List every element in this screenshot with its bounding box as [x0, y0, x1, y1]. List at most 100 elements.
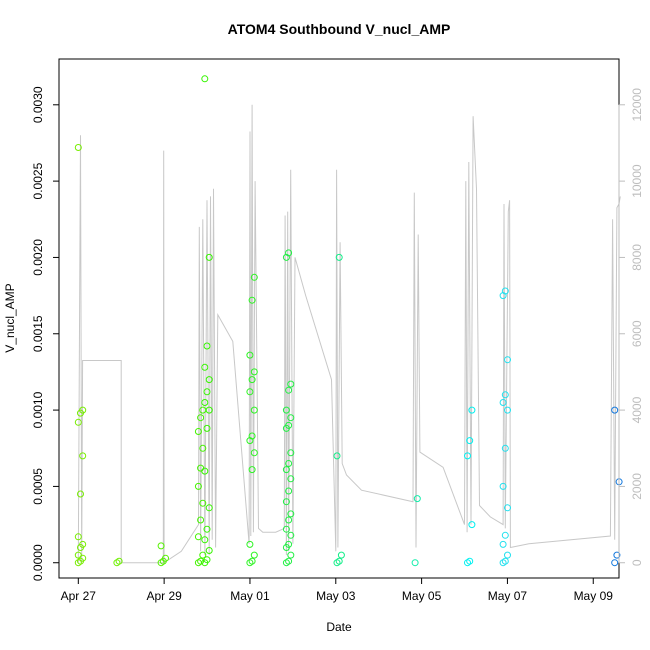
right-tick-label: 4000	[630, 396, 644, 423]
points-layer	[74, 75, 623, 567]
data-point	[194, 428, 202, 435]
data-point	[337, 551, 345, 559]
data-point	[203, 342, 211, 350]
data-point	[197, 557, 205, 565]
y-tick-label: 0.0030	[31, 86, 45, 123]
data-point	[285, 386, 293, 394]
y-tick-label: 0.0010	[31, 391, 45, 428]
data-point	[285, 421, 293, 429]
right-y-axis: 0 2000 4000 6000 8000 10000 12000	[618, 88, 644, 566]
y-tick-label: 0.0025	[31, 162, 45, 199]
data-point	[466, 557, 474, 565]
data-point	[74, 551, 82, 559]
data-point	[287, 380, 295, 388]
y-axis: 0.0000 0.0005 0.0010 0.0015 0.0020 0.0025 0.00…	[31, 86, 59, 581]
data-point	[248, 376, 256, 384]
x-tick-label: Apr 27	[61, 589, 97, 603]
data-point	[248, 557, 256, 565]
data-point	[157, 542, 165, 550]
data-point	[501, 391, 509, 399]
data-point	[282, 466, 290, 474]
data-point	[201, 399, 209, 406]
data-point	[203, 525, 211, 533]
right-tick-label: 8000	[630, 244, 644, 271]
data-point	[246, 388, 254, 396]
data-point	[411, 559, 419, 567]
data-point	[77, 490, 84, 498]
data-point	[250, 551, 258, 559]
data-point	[74, 533, 82, 541]
data-point	[285, 487, 293, 495]
data-point	[74, 144, 82, 151]
y-tick-label: 0.0020	[31, 239, 45, 276]
data-point	[250, 273, 258, 281]
data-point	[197, 414, 205, 422]
data-point	[199, 551, 207, 559]
data-point	[501, 444, 509, 452]
data-point	[194, 533, 202, 541]
data-point	[287, 551, 295, 559]
data-point	[79, 540, 87, 548]
data-point	[335, 253, 343, 261]
data-point	[282, 498, 290, 506]
data-point	[246, 540, 254, 548]
data-point	[468, 406, 476, 414]
data-point	[499, 540, 507, 548]
data-point	[246, 351, 254, 359]
data-point	[501, 287, 509, 295]
right-tick-label: 10000	[630, 164, 644, 198]
data-point	[287, 414, 295, 422]
data-point	[287, 510, 295, 518]
data-point	[115, 557, 123, 565]
data-point	[250, 449, 258, 457]
data-point	[201, 536, 209, 544]
x-axis-label: Date	[326, 620, 352, 634]
data-point	[287, 475, 295, 483]
data-point	[335, 557, 343, 565]
data-point	[205, 406, 213, 414]
x-axis: Apr 27 Apr 29 May 01 May 03 May 05 May 07 May …	[61, 577, 614, 603]
data-point	[285, 249, 293, 257]
data-point	[504, 504, 511, 512]
x-tick-label: May 09	[574, 589, 614, 603]
x-tick-label: May 05	[402, 589, 442, 603]
data-point	[250, 406, 258, 414]
data-point	[79, 452, 87, 460]
data-point	[285, 460, 293, 467]
data-point	[464, 452, 471, 460]
chart-title: ATOM4 Southbound V_nucl_AMP	[228, 21, 451, 37]
data-point	[333, 452, 341, 460]
data-point	[504, 406, 511, 414]
data-point	[499, 399, 507, 406]
right-tick-label: 2000	[630, 473, 644, 500]
data-point	[282, 406, 290, 414]
data-point	[466, 437, 474, 445]
y-tick-label: 0.0015	[31, 315, 45, 352]
y-axis-label: V_nucl_AMP	[3, 283, 17, 352]
data-point	[250, 368, 258, 376]
data-point	[287, 531, 295, 539]
data-point	[468, 521, 476, 529]
x-tick-label: May 07	[488, 589, 528, 603]
data-point	[203, 424, 211, 432]
data-point	[501, 557, 509, 565]
plot-frame	[58, 58, 620, 579]
data-point	[199, 499, 207, 507]
data-point	[499, 482, 507, 490]
right-tick-label: 12000	[630, 88, 644, 122]
data-point	[201, 363, 209, 371]
data-point	[504, 551, 511, 559]
data-point	[248, 296, 256, 304]
y-tick-label: 0.0000	[31, 544, 45, 581]
data-point	[205, 376, 213, 384]
right-tick-label: 0	[630, 559, 644, 566]
data-point	[613, 551, 621, 559]
data-point	[285, 540, 293, 548]
data-point	[203, 556, 211, 564]
data-point	[611, 559, 619, 567]
data-point	[201, 467, 209, 475]
data-point	[201, 75, 209, 83]
x-tick-label: May 01	[230, 589, 270, 603]
data-point	[504, 356, 511, 364]
